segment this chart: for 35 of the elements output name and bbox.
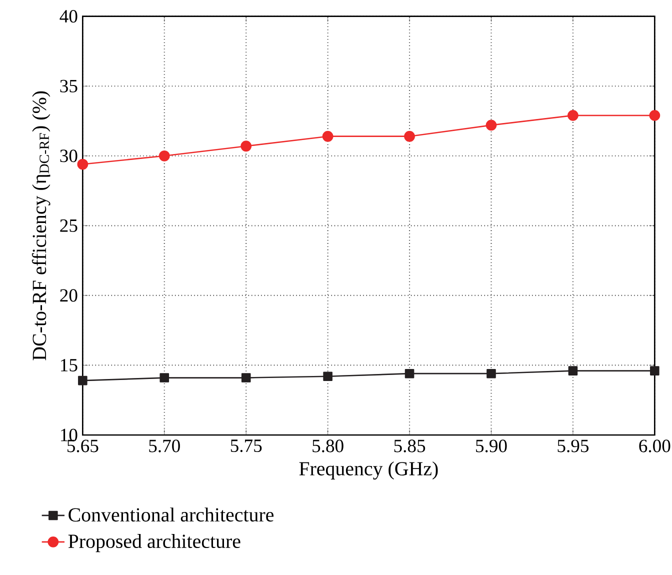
x-tick-label: 5.85	[394, 440, 426, 452]
point	[568, 366, 578, 376]
x-tick-label: 5.70	[149, 440, 180, 452]
x-tick-label: 5.75	[230, 440, 262, 452]
point	[78, 376, 88, 386]
x-tick-label: 5.80	[312, 440, 344, 452]
point	[404, 368, 414, 378]
point	[486, 120, 497, 131]
x-tick-label: 5.95	[558, 440, 589, 452]
y-tick-label: 25	[60, 219, 78, 232]
y-tick-label: 10	[61, 428, 78, 442]
point	[486, 368, 496, 378]
point	[323, 372, 332, 382]
y-tick-label: 20	[60, 289, 78, 302]
y-tick-label: 35	[60, 80, 78, 92]
point	[322, 130, 334, 142]
point	[240, 140, 252, 152]
point	[241, 373, 251, 382]
y-axis-title: DC-to-RF efficiency (η$_{DC-RF}$) (%)	[32, 91, 50, 360]
point	[568, 110, 578, 121]
x-tick-label: 6.00	[639, 440, 670, 452]
y-tick-label: 40	[60, 10, 78, 23]
y-tick-label: 30	[60, 150, 78, 162]
point	[650, 366, 660, 376]
y-tick-label: 15	[61, 358, 78, 372]
legend-label: Conventional architecture	[68, 508, 274, 522]
point	[649, 110, 660, 121]
point	[404, 130, 415, 142]
x-tick-label: 5.90	[476, 440, 507, 452]
point	[77, 158, 88, 170]
x-axis-title: Frequency (GHz)	[299, 461, 438, 480]
legend-label: Proposed architecture	[68, 534, 240, 552]
point	[158, 150, 170, 162]
x-tick-label: 5.65	[67, 440, 98, 452]
point	[160, 373, 170, 382]
